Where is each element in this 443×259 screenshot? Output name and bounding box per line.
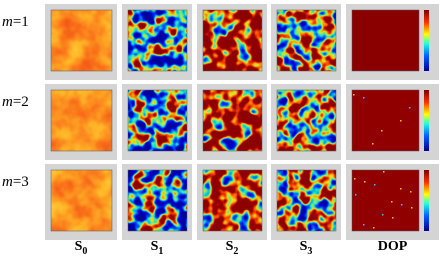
intensity-map [51, 10, 112, 71]
column-label: S3 [300, 239, 313, 257]
column-label: S2 [226, 239, 239, 257]
stokes-map [203, 10, 262, 71]
column-label: S0 [75, 239, 88, 257]
colorbar [424, 10, 429, 71]
intensity-map [51, 170, 112, 231]
plot-border [351, 89, 420, 152]
speck [364, 181, 366, 183]
dop-map [352, 90, 419, 151]
speck [373, 227, 375, 229]
stokes-map [128, 170, 187, 231]
colorbar [424, 170, 429, 231]
stokes-map [203, 170, 262, 231]
plot-border [202, 89, 263, 152]
plot-border [127, 89, 188, 152]
plot-border [351, 169, 420, 232]
speck [363, 224, 365, 226]
plot-border [202, 9, 263, 72]
column-label: DOP [378, 239, 408, 254]
row-label: m=3 [2, 174, 29, 190]
colorbar [424, 90, 429, 151]
plot-border [276, 9, 337, 72]
speck [409, 107, 411, 109]
speck [381, 130, 383, 132]
speck [374, 184, 376, 186]
plot-border [202, 169, 263, 232]
speck [383, 171, 385, 173]
plot-border [127, 9, 188, 72]
plot-border [276, 169, 337, 232]
row-label: m=1 [2, 14, 29, 30]
plot-border [276, 89, 337, 152]
stokes-map [277, 10, 336, 71]
speck [372, 143, 374, 145]
speck [391, 201, 393, 203]
dop-map [352, 170, 419, 231]
speck [363, 97, 365, 99]
speck [354, 178, 356, 180]
stokes-map [128, 10, 187, 71]
speck [382, 214, 384, 216]
speck [410, 191, 412, 193]
speck [392, 217, 394, 219]
column-label: S1 [151, 239, 164, 257]
speck [411, 207, 413, 209]
intensity-map [51, 90, 112, 151]
plot-border [50, 9, 113, 72]
plot-border [50, 169, 113, 232]
speck [353, 94, 355, 96]
speck [400, 188, 402, 190]
speck [400, 120, 402, 122]
plot-border [127, 169, 188, 232]
plot-border [50, 89, 113, 152]
speck [355, 194, 357, 196]
stokes-map [128, 90, 187, 151]
dop-map [352, 10, 419, 71]
stokes-map [277, 90, 336, 151]
stokes-map [277, 170, 336, 231]
speck [401, 204, 403, 206]
plot-border [351, 9, 420, 72]
row-label: m=2 [2, 94, 29, 110]
stokes-map [203, 90, 262, 151]
